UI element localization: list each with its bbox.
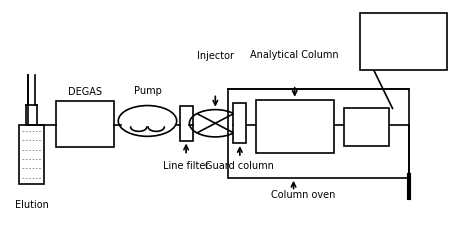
Text: Guard column: Guard column — [205, 161, 274, 171]
Bar — [19, 125, 44, 184]
Text: Column oven: Column oven — [271, 189, 335, 199]
Text: Conductivity
detector
Shodex CD: Conductivity detector Shodex CD — [373, 25, 434, 59]
Text: Flow cell: Flow cell — [346, 122, 388, 132]
Bar — [180, 106, 193, 141]
Bar — [228, 89, 409, 178]
Bar — [345, 109, 389, 146]
Text: Elution: Elution — [15, 199, 48, 209]
Text: Injector: Injector — [197, 51, 234, 61]
Bar — [359, 14, 447, 70]
Bar — [256, 100, 334, 154]
Text: Analytical Column: Analytical Column — [250, 50, 339, 59]
Text: Pump: Pump — [134, 85, 162, 95]
Bar — [233, 104, 246, 144]
Bar — [55, 102, 115, 147]
Text: Line filter: Line filter — [163, 161, 210, 171]
Text: DEGAS: DEGAS — [68, 86, 102, 97]
